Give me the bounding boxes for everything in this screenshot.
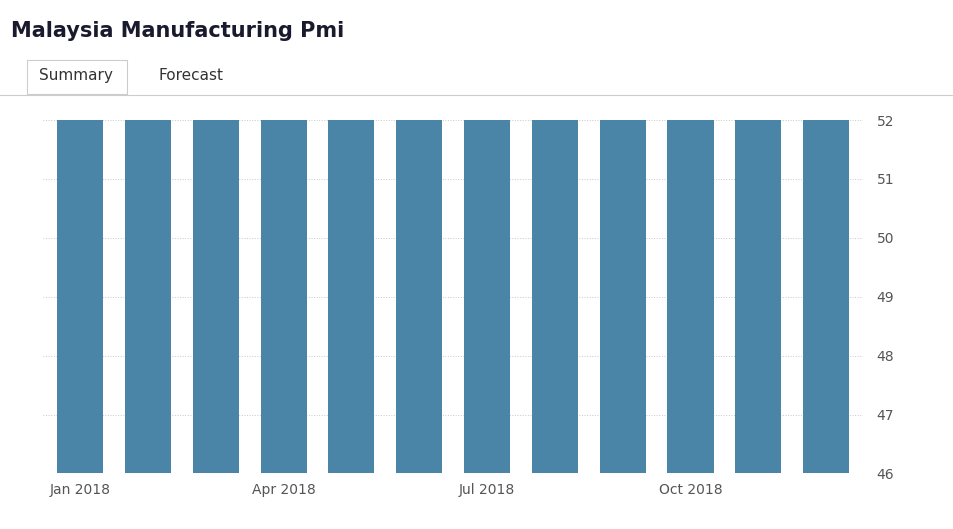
Bar <box>735 0 781 473</box>
Bar <box>193 0 238 473</box>
Bar <box>667 0 713 473</box>
Bar <box>463 0 510 473</box>
Bar <box>125 0 171 473</box>
Bar <box>260 0 306 473</box>
Text: Forecast: Forecast <box>158 68 223 83</box>
Text: Malaysia Manufacturing Pmi: Malaysia Manufacturing Pmi <box>11 21 344 41</box>
Bar <box>531 0 578 473</box>
Text: Summary: Summary <box>39 68 113 83</box>
Bar <box>328 0 375 473</box>
Bar <box>395 0 442 473</box>
Bar <box>802 0 848 473</box>
Bar <box>57 0 103 473</box>
Bar <box>599 0 645 473</box>
Bar <box>27 60 127 94</box>
